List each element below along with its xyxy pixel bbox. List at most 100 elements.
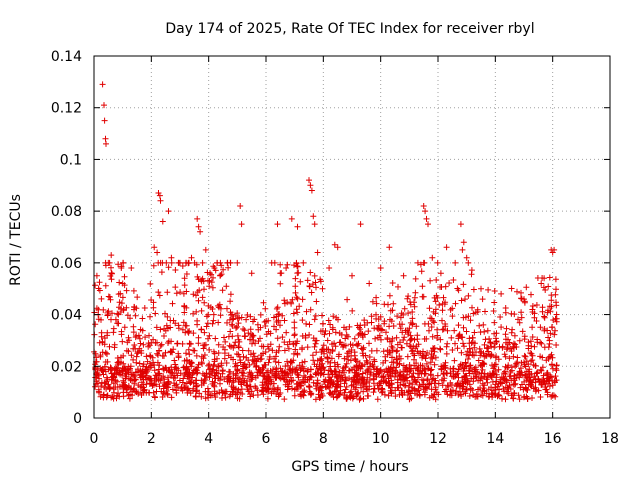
data-point	[491, 299, 498, 306]
data-point	[406, 343, 413, 349]
data-point	[98, 329, 105, 336]
data-point	[205, 335, 211, 342]
data-point	[478, 375, 485, 382]
data-point	[393, 334, 400, 341]
data-point	[305, 367, 311, 373]
data-point	[215, 363, 222, 370]
data-point	[468, 271, 475, 278]
data-point	[365, 393, 372, 399]
data-point	[217, 377, 223, 384]
data-point	[463, 328, 470, 335]
data-point	[275, 359, 282, 366]
data-point	[265, 373, 272, 380]
data-point	[101, 363, 108, 370]
data-point	[102, 380, 109, 387]
data-point	[162, 381, 169, 388]
data-point	[538, 340, 545, 347]
data-point	[165, 208, 172, 215]
data-point	[405, 293, 412, 300]
data-point	[325, 371, 332, 378]
x-tick-label: 8	[319, 431, 328, 447]
data-point	[518, 314, 525, 321]
data-point	[521, 352, 528, 359]
data-point	[375, 370, 382, 377]
data-point	[479, 366, 486, 373]
data-point	[272, 358, 279, 365]
data-point	[455, 335, 462, 342]
data-point	[243, 354, 250, 361]
data-point	[362, 352, 369, 359]
data-point	[179, 326, 186, 333]
data-point	[193, 261, 200, 268]
data-point	[92, 374, 99, 381]
data-point	[106, 259, 113, 266]
data-point	[508, 348, 515, 355]
data-point	[471, 329, 478, 336]
data-point	[343, 377, 349, 384]
data-point	[236, 395, 243, 402]
data-point	[156, 370, 163, 377]
data-point	[154, 339, 160, 346]
data-point	[404, 377, 411, 384]
data-point	[434, 372, 441, 379]
data-point	[156, 347, 162, 354]
data-point	[248, 270, 255, 277]
data-point	[114, 384, 121, 390]
data-point	[199, 259, 206, 266]
data-point	[156, 292, 163, 299]
data-point	[281, 300, 288, 307]
data-point	[368, 313, 375, 320]
data-point	[229, 391, 236, 398]
data-point	[132, 388, 139, 395]
data-point	[194, 364, 201, 371]
data-point	[300, 378, 307, 385]
data-point	[161, 333, 167, 339]
data-point	[376, 332, 383, 339]
data-point	[243, 316, 250, 323]
data-point	[335, 373, 342, 380]
data-point	[181, 302, 188, 309]
data-point	[493, 371, 500, 378]
data-point	[370, 389, 377, 396]
data-point	[290, 377, 297, 384]
data-point	[411, 356, 417, 363]
data-point	[496, 343, 503, 350]
data-point	[294, 309, 301, 316]
data-point	[132, 312, 139, 319]
data-point	[115, 320, 122, 327]
data-point	[151, 367, 158, 374]
data-point	[319, 285, 326, 292]
data-point	[523, 284, 530, 291]
data-point	[263, 381, 270, 388]
x-tick-label: 0	[90, 431, 99, 447]
data-point	[95, 316, 102, 323]
data-point	[313, 284, 319, 291]
data-point	[452, 390, 459, 397]
data-point	[153, 324, 160, 331]
data-point	[190, 310, 197, 317]
data-point	[341, 342, 347, 349]
data-point	[201, 329, 208, 336]
data-point	[547, 330, 554, 337]
data-point	[438, 365, 445, 372]
data-point	[380, 373, 387, 380]
data-point	[297, 391, 304, 398]
data-point	[540, 372, 547, 379]
data-point	[163, 322, 170, 329]
data-point	[511, 390, 518, 397]
data-point	[115, 311, 122, 318]
data-point	[553, 362, 560, 369]
data-point	[165, 338, 172, 345]
data-point	[461, 343, 467, 350]
data-point	[529, 352, 536, 359]
data-point	[195, 334, 202, 341]
data-point	[429, 333, 436, 340]
data-point	[291, 331, 298, 338]
data-point	[518, 295, 525, 302]
data-point	[381, 301, 388, 308]
data-point	[426, 380, 433, 387]
data-point	[123, 287, 130, 294]
data-point	[334, 244, 341, 251]
data-point	[162, 364, 169, 371]
data-point	[301, 358, 308, 365]
